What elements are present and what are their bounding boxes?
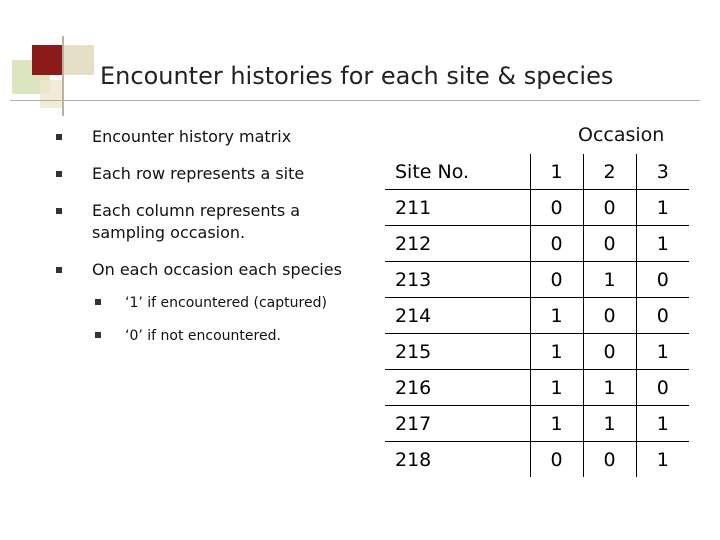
occasion-cell: 0: [529, 189, 583, 226]
occasion-cell: 1: [529, 405, 583, 442]
occasion-cell: 0: [529, 441, 583, 477]
bullet-text: Encounter history matrix: [92, 127, 292, 146]
occasion-cell: 0: [582, 189, 636, 226]
occasion-cell: 1: [635, 441, 689, 477]
occasion-cell: 1: [529, 369, 583, 406]
occasion-cell: 0: [529, 225, 583, 262]
site-cell: Site No.: [395, 160, 470, 183]
occasion-cell: 0: [582, 225, 636, 262]
sub-bullet-text: ‘0’ if not encountered.: [125, 328, 281, 344]
site-cell: 212: [385, 225, 530, 262]
occasion-cell: 0: [529, 261, 583, 298]
bullet-item: Each column represents a sampling occasi…: [56, 200, 342, 244]
table-row: 215 1 0 1: [385, 333, 689, 370]
sub-bullet-text: ‘1’ if encountered (captured): [125, 295, 327, 311]
occasion-cell: 2: [582, 154, 636, 190]
decor-block-red: [32, 45, 62, 75]
bullet-square-icon: [56, 267, 62, 273]
bullet-square-icon: [56, 171, 62, 177]
occasion-cell: 1: [529, 297, 583, 334]
occasion-cell: 1: [635, 189, 689, 226]
table-row: 211 0 0 1: [385, 189, 689, 226]
sub-bullet-item: ‘1’ if encountered (captured): [95, 292, 375, 314]
bullet-square-icon: [95, 332, 101, 338]
site-cell: 213: [385, 261, 530, 298]
decor-block-beige: [62, 45, 94, 75]
sub-bullet-item: ‘0’ if not encountered.: [95, 325, 375, 347]
decor-vertical-line: [62, 36, 64, 116]
site-cell: 218: [385, 441, 530, 477]
occasion-cell: 0: [582, 297, 636, 334]
occasion-cell: 1: [529, 333, 583, 370]
table-row: 213 0 1 0: [385, 261, 689, 298]
encounter-history-table: Site No. 1 2 3 211 0 0 1 212 0 0 1 213 0 1 0 214 1 0 0 215 1 0…: [385, 154, 689, 477]
bullet-item: Each row represents a site: [56, 163, 382, 185]
bullet-square-icon: [56, 134, 62, 140]
slide-title: Encounter histories for each site & spec…: [100, 62, 614, 90]
occasion-cell: 1: [635, 333, 689, 370]
occasion-cell: 1: [635, 225, 689, 262]
occasion-cell: 0: [582, 333, 636, 370]
bullet-square-icon: [95, 299, 101, 305]
occasion-cell: 0: [635, 297, 689, 334]
bullet-text: Each column represents a sampling occasi…: [92, 201, 301, 242]
site-cell: 217: [385, 405, 530, 442]
bullet-item: Encounter history matrix: [56, 126, 382, 148]
bullet-square-icon: [56, 208, 62, 214]
occasion-cell: 1: [582, 369, 636, 406]
table-row: 214 1 0 0: [385, 297, 689, 334]
occasion-cell: 0: [635, 369, 689, 406]
bullet-text: On each occasion each species: [92, 260, 342, 279]
table-row: 217 1 1 1: [385, 405, 689, 442]
title-underline: [10, 100, 700, 101]
occasion-cell: 1: [529, 154, 583, 190]
occasion-cell: 1: [582, 261, 636, 298]
occasion-cell: 3: [635, 154, 689, 190]
occasion-cell: 1: [582, 405, 636, 442]
occasion-cell: 0: [635, 261, 689, 298]
bullet-text: Each row represents a site: [92, 164, 305, 183]
site-cell: 214: [385, 297, 530, 334]
bullet-item: On each occasion each species: [56, 259, 382, 281]
site-cell: 215: [385, 333, 530, 370]
table-row: 218 0 0 1: [385, 441, 689, 477]
occasion-cell: 0: [582, 441, 636, 477]
table-row: 212 0 0 1: [385, 225, 689, 262]
table-header-row: Site No. 1 2 3: [385, 154, 689, 190]
site-cell: 211: [385, 189, 530, 226]
decor-block-cream: [40, 80, 62, 108]
occasion-header: Occasion: [578, 124, 665, 146]
occasion-cell: 1: [635, 405, 689, 442]
table-row: 216 1 1 0: [385, 369, 689, 406]
site-cell: 216: [385, 369, 530, 406]
